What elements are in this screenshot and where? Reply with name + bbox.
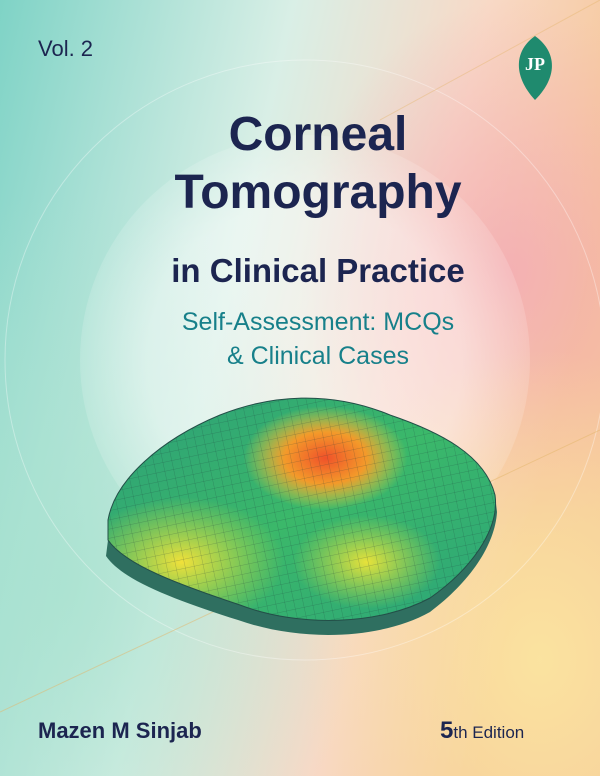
publisher-logo: JP	[518, 36, 552, 100]
author: Mazen M Sinjab	[38, 718, 202, 743]
logo-text: JP	[525, 54, 545, 74]
volume: Vol. 2	[38, 36, 93, 61]
edition-suffix: th Edition	[453, 723, 524, 742]
title-line: Tomography	[174, 166, 461, 219]
edition-number: 5	[440, 717, 453, 744]
edition: 5th Edition	[440, 717, 524, 744]
title-line: Corneal	[229, 108, 408, 161]
surface-edge	[106, 495, 497, 635]
title-line: in Clinical Practice	[171, 252, 464, 289]
subtitle-line: Self-Assessment: MCQs	[182, 308, 454, 336]
decor-line	[379, 0, 600, 121]
halo-ring	[4, 59, 600, 661]
subtitle-line: & Clinical Cases	[227, 342, 409, 370]
